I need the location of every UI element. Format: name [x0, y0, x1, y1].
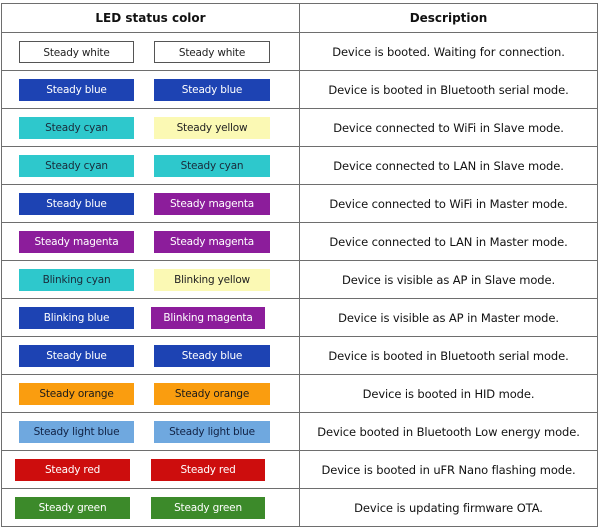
- led-chip-group: Steady light blue Steady light blue: [2, 413, 299, 450]
- led-status-cell: Steady light blue Steady light blue: [1, 412, 300, 451]
- led-color-chip: Steady green: [15, 497, 130, 519]
- table-row: Steady white Steady white Device is booted…: [1, 32, 598, 71]
- led-color-chip: Steady magenta: [19, 231, 134, 253]
- header-row: LED status color Description: [1, 3, 598, 33]
- table-body: Steady white Steady white Device is booted…: [1, 32, 598, 527]
- table-row: Steady orange Steady orange Device is boot…: [1, 374, 598, 413]
- led-chip-group: Blinking cyan Blinking yellow: [2, 261, 299, 298]
- led-color-chip: Steady blue: [19, 79, 134, 101]
- table-row: Steady blue Steady blue Device is booted i…: [1, 70, 598, 109]
- table-row: Steady blue Steady blue Device is booted i…: [1, 336, 598, 375]
- led-color-chip: Blinking blue: [19, 307, 134, 329]
- led-color-chip: Blinking magenta: [151, 307, 265, 329]
- header-led-status-color: LED status color: [1, 3, 300, 33]
- led-color-chip: Steady white: [154, 41, 270, 63]
- led-color-chip: Steady cyan: [154, 155, 270, 177]
- led-chip-group: Steady white Steady white: [2, 33, 299, 70]
- led-color-chip: Steady cyan: [19, 155, 134, 177]
- table-row: Steady green Steady green Device is updati…: [1, 488, 598, 527]
- table-row: Steady light blue Steady light blue Device…: [1, 412, 598, 451]
- led-chip-group: Steady green Steady green: [2, 489, 299, 526]
- led-status-cell: Steady cyan Steady cyan: [1, 146, 300, 185]
- led-chip-group: Blinking blue Blinking magenta: [2, 299, 299, 336]
- description-cell: Device is booted in Bluetooth serial mod…: [299, 70, 598, 109]
- led-chip-group: Steady cyan Steady yellow: [2, 109, 299, 146]
- led-status-cell: Steady cyan Steady yellow: [1, 108, 300, 147]
- description-cell: Device connected to WiFi in Slave mode.: [299, 108, 598, 147]
- led-chip-group: Steady red Steady red: [2, 451, 299, 488]
- led-color-chip: Steady red: [15, 459, 130, 481]
- led-color-chip: Blinking yellow: [154, 269, 270, 291]
- description-cell: Device booted in Bluetooth Low energy mo…: [299, 412, 598, 451]
- led-color-chip: Steady green: [151, 497, 265, 519]
- description-cell: Device is visible as AP in Master mode.: [299, 298, 598, 337]
- led-color-chip: Steady blue: [154, 79, 270, 101]
- description-cell: Device is booted in uFR Nano flashing mo…: [299, 450, 598, 489]
- led-status-cell: Steady blue Steady blue: [1, 70, 300, 109]
- description-cell: Device is visible as AP in Slave mode.: [299, 260, 598, 299]
- table-row: Blinking blue Blinking magenta Device is v…: [1, 298, 598, 337]
- led-color-chip: Steady red: [151, 459, 265, 481]
- led-color-chip: Steady white: [19, 41, 134, 63]
- led-chip-group: Steady magenta Steady magenta: [2, 223, 299, 260]
- led-color-chip: Blinking cyan: [19, 269, 134, 291]
- description-cell: Device connected to WiFi in Master mode.: [299, 184, 598, 223]
- table-row: Blinking cyan Blinking yellow Device is vi…: [1, 260, 598, 299]
- led-color-chip: Steady orange: [19, 383, 134, 405]
- table-row: Steady cyan Steady yellow Device connected…: [1, 108, 598, 147]
- led-status-cell: Blinking blue Blinking magenta: [1, 298, 300, 337]
- led-chip-group: Steady blue Steady blue: [2, 71, 299, 108]
- led-status-cell: Steady magenta Steady magenta: [1, 222, 300, 261]
- led-color-chip: Steady magenta: [154, 193, 270, 215]
- led-chip-group: Steady cyan Steady cyan: [2, 147, 299, 184]
- led-status-cell: Blinking cyan Blinking yellow: [1, 260, 300, 299]
- led-status-cell: Steady blue Steady blue: [1, 336, 300, 375]
- led-chip-group: Steady orange Steady orange: [2, 375, 299, 412]
- led-chip-group: Steady blue Steady blue: [2, 337, 299, 374]
- led-color-chip: Steady blue: [19, 193, 134, 215]
- led-color-chip: Steady cyan: [19, 117, 134, 139]
- led-status-table: LED status color Description Steady whit…: [1, 3, 598, 527]
- description-cell: Device connected to LAN in Master mode.: [299, 222, 598, 261]
- description-cell: Device is booted. Waiting for connection…: [299, 32, 598, 71]
- table-row: Steady blue Steady magenta Device connecte…: [1, 184, 598, 223]
- led-status-cell: Steady green Steady green: [1, 488, 300, 527]
- table-row: Steady magenta Steady magenta Device conne…: [1, 222, 598, 261]
- led-status-cell: Steady blue Steady magenta: [1, 184, 300, 223]
- table-row: Steady red Steady red Device is booted in …: [1, 450, 598, 489]
- led-color-chip: Steady yellow: [154, 117, 270, 139]
- led-status-cell: Steady orange Steady orange: [1, 374, 300, 413]
- led-chip-group: Steady blue Steady magenta: [2, 185, 299, 222]
- table-row: Steady cyan Steady cyan Device connected t…: [1, 146, 598, 185]
- led-color-chip: Steady orange: [154, 383, 270, 405]
- description-cell: Device connected to LAN in Slave mode.: [299, 146, 598, 185]
- led-color-chip: Steady blue: [19, 345, 134, 367]
- led-color-chip: Steady magenta: [154, 231, 270, 253]
- led-color-chip: Steady light blue: [154, 421, 270, 443]
- led-status-cell: Steady white Steady white: [1, 32, 300, 71]
- led-color-chip: Steady light blue: [19, 421, 134, 443]
- description-cell: Device is updating firmware OTA.: [299, 488, 598, 527]
- header-description: Description: [299, 3, 598, 33]
- description-cell: Device is booted in HID mode.: [299, 374, 598, 413]
- led-color-chip: Steady blue: [154, 345, 270, 367]
- led-status-cell: Steady red Steady red: [1, 450, 300, 489]
- description-cell: Device is booted in Bluetooth serial mod…: [299, 336, 598, 375]
